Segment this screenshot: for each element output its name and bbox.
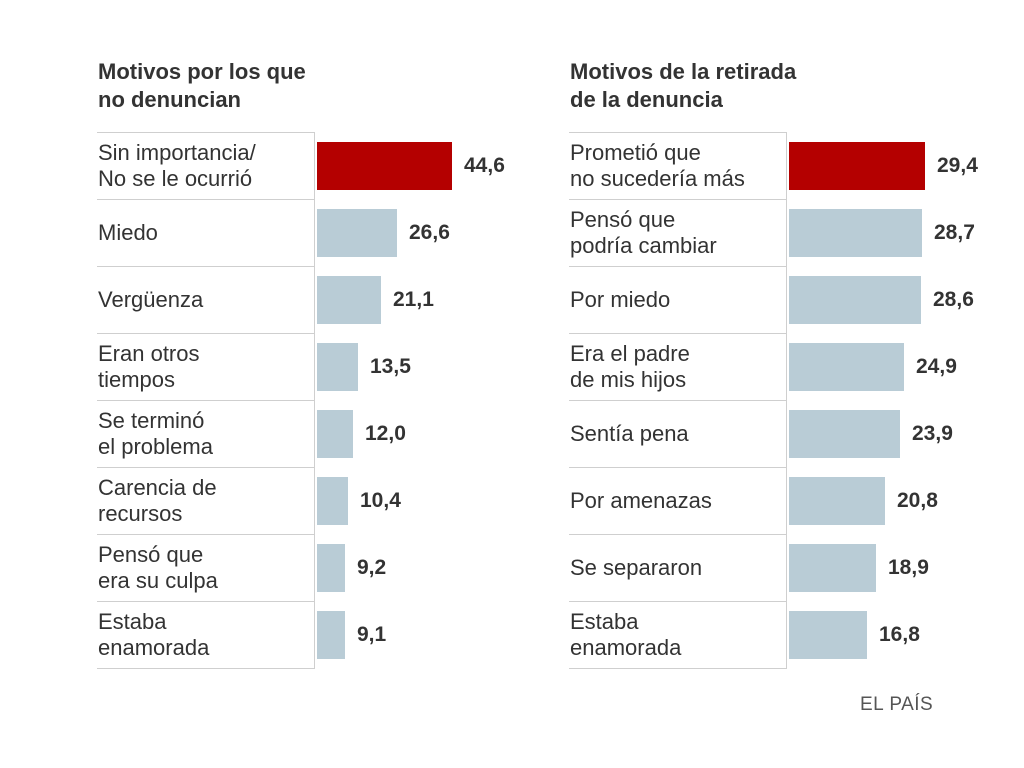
category-label: Miedo — [98, 219, 158, 245]
category-label: Prometió que no sucedería más — [570, 139, 745, 191]
category-label: Sentía pena — [570, 420, 689, 446]
bar-row: Por miedo 28,6 — [569, 266, 989, 333]
row-divider — [569, 266, 787, 267]
row-divider — [97, 400, 315, 401]
category-label: Era el padre de mis hijos — [570, 340, 690, 392]
bar — [317, 343, 358, 391]
data-label: 12,0 — [365, 422, 406, 445]
category-label: Sin importancia/ No se le ocurrió — [98, 139, 256, 191]
bar — [317, 477, 348, 525]
bar — [317, 276, 381, 324]
bar-row: Miedo 26,6 — [97, 199, 517, 266]
data-label: 24,9 — [916, 355, 957, 378]
row-divider — [569, 668, 787, 669]
row-divider — [97, 333, 315, 334]
bar-row: Carencia de recursos 10,4 — [97, 467, 517, 534]
row-divider — [569, 333, 787, 334]
bar-rows: Sin importancia/ No se le ocurrió 44,6 Mie… — [97, 132, 517, 669]
bar-row: Pensó que era su culpa 9,2 — [97, 534, 517, 601]
row-divider — [97, 601, 315, 602]
bar — [789, 209, 922, 257]
bar — [317, 544, 345, 592]
category-label: Estaba enamorada — [570, 608, 682, 660]
chart-title: Motivos de la retirada de la denuncia — [570, 59, 797, 112]
category-label: Pensó que era su culpa — [98, 541, 218, 593]
row-divider — [569, 400, 787, 401]
data-label: 44,6 — [464, 154, 505, 177]
bar — [789, 477, 885, 525]
data-label: 23,9 — [912, 422, 953, 445]
bar-row: Estaba enamorada 16,8 — [569, 601, 989, 668]
axis-line — [786, 132, 787, 668]
bar — [789, 544, 876, 592]
row-divider — [97, 132, 315, 133]
bar — [789, 611, 867, 659]
data-label: 28,6 — [933, 288, 974, 311]
bar — [317, 209, 397, 257]
chart-title: Motivos por los que no denuncian — [98, 59, 306, 112]
bar — [317, 611, 345, 659]
bar — [789, 410, 900, 458]
row-divider — [97, 199, 315, 200]
bar-row: Era el padre de mis hijos 24,9 — [569, 333, 989, 400]
axis-line — [314, 132, 315, 668]
category-label: Se terminó el problema — [98, 407, 213, 459]
source-credit: EL PAÍS — [860, 694, 934, 715]
data-label: 10,4 — [360, 489, 401, 512]
bar-row: Sin importancia/ No se le ocurrió 44,6 — [97, 132, 517, 199]
data-label: 18,9 — [888, 556, 929, 579]
category-label: Eran otros tiempos — [98, 340, 200, 392]
row-divider — [569, 132, 787, 133]
category-label: Estaba enamorada — [98, 608, 210, 660]
bar-row: Pensó que podría cambiar 28,7 — [569, 199, 989, 266]
bar-row: Vergüenza 21,1 — [97, 266, 517, 333]
category-label: Carencia de recursos — [98, 474, 217, 526]
bar — [789, 343, 904, 391]
bar-highlight — [317, 142, 452, 190]
data-label: 26,6 — [409, 221, 450, 244]
data-label: 28,7 — [934, 221, 975, 244]
category-label: Vergüenza — [98, 286, 204, 312]
category-label: Se separaron — [570, 554, 703, 580]
row-divider — [97, 534, 315, 535]
category-label: Por miedo — [570, 286, 671, 312]
data-label: 29,4 — [937, 154, 978, 177]
chart-panel-no-denuncian: Motivos por los que no denuncian Sin imp… — [97, 58, 517, 678]
row-divider — [569, 601, 787, 602]
category-label: Por amenazas — [570, 487, 712, 513]
bar-row: Sentía pena 23,9 — [569, 400, 989, 467]
bar-row: Prometió que no sucedería más 29,4 — [569, 132, 989, 199]
data-label: 13,5 — [370, 355, 411, 378]
bar-row: Se terminó el problema 12,0 — [97, 400, 517, 467]
data-label: 20,8 — [897, 489, 938, 512]
chart-panel-retirada-denuncia: Motivos de la retirada de la denuncia Pr… — [569, 58, 989, 678]
bar — [789, 276, 921, 324]
row-divider — [97, 266, 315, 267]
row-divider — [569, 199, 787, 200]
data-label: 9,2 — [357, 556, 387, 579]
row-divider — [569, 467, 787, 468]
bar-row: Estaba enamorada 9,1 — [97, 601, 517, 668]
category-label: Pensó que podría cambiar — [570, 206, 717, 258]
bar-row: Por amenazas 20,8 — [569, 467, 989, 534]
data-label: 9,1 — [357, 623, 387, 646]
row-divider — [97, 668, 315, 669]
bar-highlight — [789, 142, 925, 190]
bar-row: Se separaron 18,9 — [569, 534, 989, 601]
bar — [317, 410, 353, 458]
bar-row: Eran otros tiempos 13,5 — [97, 333, 517, 400]
row-divider — [569, 534, 787, 535]
bar-rows: Prometió que no sucedería más 29,4 Pensó q… — [569, 132, 989, 669]
row-divider — [97, 467, 315, 468]
data-label: 21,1 — [393, 288, 434, 311]
data-label: 16,8 — [879, 623, 920, 646]
